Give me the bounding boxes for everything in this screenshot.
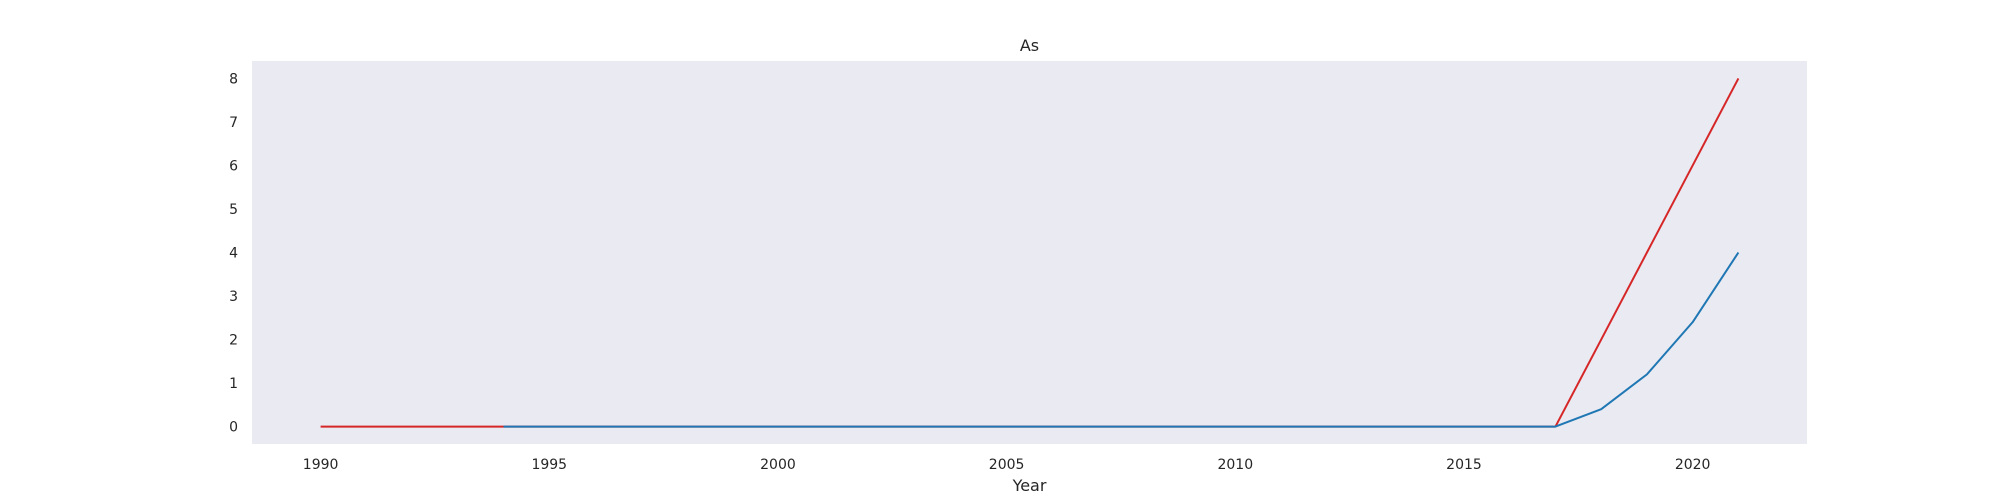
y-tick-label: 8 bbox=[229, 71, 238, 87]
x-tick-label: 2010 bbox=[1217, 457, 1253, 473]
x-tick-label: 1995 bbox=[531, 457, 567, 473]
y-tick-label: 2 bbox=[229, 333, 238, 349]
x-axis-label: Year bbox=[1012, 476, 1047, 495]
series-line-2 bbox=[503, 251, 1740, 428]
x-tick-label: 2005 bbox=[989, 457, 1025, 473]
chart-title: As bbox=[1020, 36, 1039, 55]
x-tick-label: 2000 bbox=[760, 457, 796, 473]
series-layer bbox=[320, 77, 1740, 428]
y-tick-label: 3 bbox=[229, 289, 238, 305]
y-tick-label: 0 bbox=[229, 420, 238, 436]
y-tick-label: 6 bbox=[229, 158, 238, 174]
x-tick-labels: 1990 1995 2000 2005 2010 2015 2020 bbox=[303, 457, 1711, 473]
x-tick-label: 2020 bbox=[1675, 457, 1711, 473]
plot-area bbox=[252, 61, 1807, 444]
y-tick-label: 1 bbox=[229, 376, 238, 392]
x-tick-label: 2015 bbox=[1446, 457, 1482, 473]
y-tick-label: 5 bbox=[229, 202, 238, 218]
y-tick-label: 7 bbox=[229, 115, 238, 131]
y-tick-labels: 0 1 2 3 4 5 6 7 8 bbox=[229, 71, 238, 435]
y-tick-label: 4 bbox=[229, 246, 238, 262]
x-tick-label: 1990 bbox=[303, 457, 339, 473]
